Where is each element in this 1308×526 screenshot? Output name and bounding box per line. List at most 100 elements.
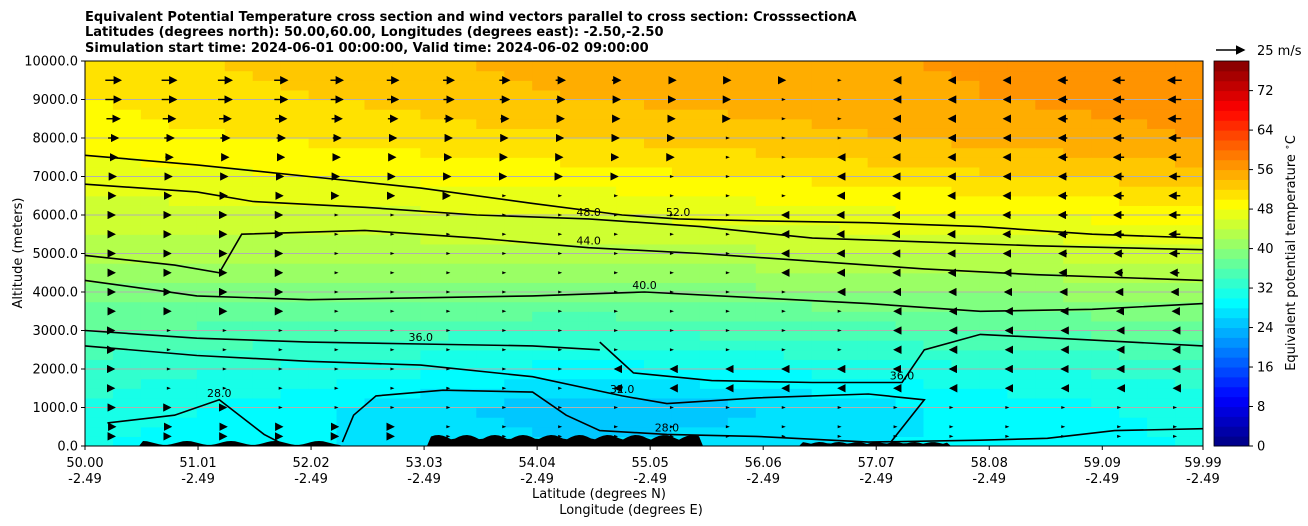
heatmap-cell xyxy=(140,388,170,399)
heatmap-cell xyxy=(1119,330,1148,341)
heatmap-cell xyxy=(951,80,980,91)
heatmap-cell xyxy=(783,301,813,312)
heatmap-cell xyxy=(1091,224,1120,235)
heatmap-cell xyxy=(1063,234,1092,245)
heatmap-cell xyxy=(196,359,226,370)
heatmap-cell xyxy=(224,340,254,351)
heatmap-cell xyxy=(364,263,394,274)
heatmap-cell xyxy=(448,388,477,399)
heatmap-cell xyxy=(1091,378,1120,389)
heatmap-cell xyxy=(895,186,925,197)
heatmap-cell xyxy=(783,186,813,197)
heatmap-cell xyxy=(923,359,953,370)
heatmap-cell xyxy=(616,234,645,245)
heatmap-cell xyxy=(308,340,338,351)
colorbar-segment xyxy=(1214,61,1249,72)
heatmap-cell xyxy=(280,70,310,81)
colorbar-segment xyxy=(1214,278,1249,289)
heatmap-cell xyxy=(392,195,421,206)
heatmap-cell xyxy=(448,282,477,293)
wind-vector xyxy=(390,406,395,409)
heatmap-cell xyxy=(280,282,310,293)
heatmap-cell xyxy=(1175,186,1203,197)
heatmap-cell xyxy=(588,138,617,149)
heatmap-cell xyxy=(1063,369,1092,380)
heatmap-cell xyxy=(979,215,1008,226)
heatmap-cell xyxy=(392,320,421,332)
heatmap-cell xyxy=(979,99,1008,110)
heatmap-cell xyxy=(392,109,421,120)
heatmap-cell xyxy=(85,99,114,110)
heatmap-cell xyxy=(895,99,925,110)
heatmap-cell xyxy=(1119,157,1148,168)
heatmap-cell xyxy=(783,243,813,255)
heatmap-cell xyxy=(280,311,310,322)
heatmap-cell xyxy=(532,99,561,110)
heatmap-cell xyxy=(616,80,645,91)
heatmap-cell xyxy=(336,234,366,245)
contour-line xyxy=(85,154,1203,239)
heatmap-cell xyxy=(616,89,645,101)
heatmap-cell xyxy=(867,118,897,129)
heatmap-cell xyxy=(616,253,645,264)
contour-line xyxy=(85,345,926,443)
heatmap-cell xyxy=(168,89,198,101)
heatmap-cell xyxy=(951,118,980,129)
y-tick-label: 5000.0 xyxy=(33,247,79,262)
heatmap-cell xyxy=(1035,320,1064,332)
heatmap-cell xyxy=(671,166,701,178)
heatmap-cell xyxy=(224,205,254,216)
heatmap-cell xyxy=(504,330,533,341)
heatmap-cell xyxy=(923,292,953,303)
heatmap-cell xyxy=(1035,215,1064,226)
heatmap-cell xyxy=(616,224,645,235)
heatmap-cell xyxy=(951,138,980,149)
heatmap-cell xyxy=(280,166,310,178)
heatmap-cell xyxy=(532,272,561,283)
heatmap-cell xyxy=(783,128,813,139)
heatmap-cell xyxy=(336,263,366,274)
heatmap-cell xyxy=(923,234,953,245)
heatmap-cell xyxy=(196,80,226,91)
colorbar-segment xyxy=(1214,238,1249,250)
wind-vector xyxy=(725,406,730,409)
heatmap-cell xyxy=(895,397,925,409)
x-tick-label-latitude: 50.00 xyxy=(66,456,103,471)
heatmap-cell xyxy=(448,330,477,341)
heatmap-cell xyxy=(112,61,142,72)
heatmap-cell xyxy=(560,263,589,274)
heatmap-cell xyxy=(532,109,561,120)
heatmap-cell xyxy=(951,215,980,226)
heatmap-cell xyxy=(532,301,561,312)
heatmap-cell xyxy=(336,89,366,101)
heatmap-cell xyxy=(1119,224,1148,235)
heatmap-cell xyxy=(727,436,757,446)
heatmap-cell xyxy=(364,292,394,303)
wind-vector xyxy=(278,348,283,352)
heatmap-cell xyxy=(755,340,785,351)
heatmap-cell xyxy=(867,99,897,110)
heatmap-cell xyxy=(699,89,729,101)
heatmap-cell xyxy=(85,359,114,370)
heatmap-cell xyxy=(308,205,338,216)
heatmap-cell xyxy=(1063,157,1092,168)
heatmap-cell xyxy=(699,147,729,158)
heatmap-cell xyxy=(392,234,421,245)
wind-vector xyxy=(278,406,283,409)
heatmap-cell xyxy=(1063,311,1092,322)
wind-vector xyxy=(725,309,730,313)
y-tick-label: 3000.0 xyxy=(33,324,79,339)
heatmap-cell xyxy=(1035,282,1064,293)
heatmap-cell xyxy=(699,80,729,91)
heatmap-cell xyxy=(560,282,589,293)
heatmap-cell xyxy=(476,369,505,380)
heatmap-cell xyxy=(532,359,561,370)
heatmap-cell xyxy=(867,89,897,101)
heatmap-cell xyxy=(1147,388,1176,399)
heatmap-cell xyxy=(699,426,729,437)
heatmap-cell xyxy=(839,397,869,409)
heatmap-cell xyxy=(252,378,282,389)
heatmap-cell xyxy=(336,282,366,293)
heatmap-cell xyxy=(811,195,841,206)
wind-vector xyxy=(446,348,451,352)
